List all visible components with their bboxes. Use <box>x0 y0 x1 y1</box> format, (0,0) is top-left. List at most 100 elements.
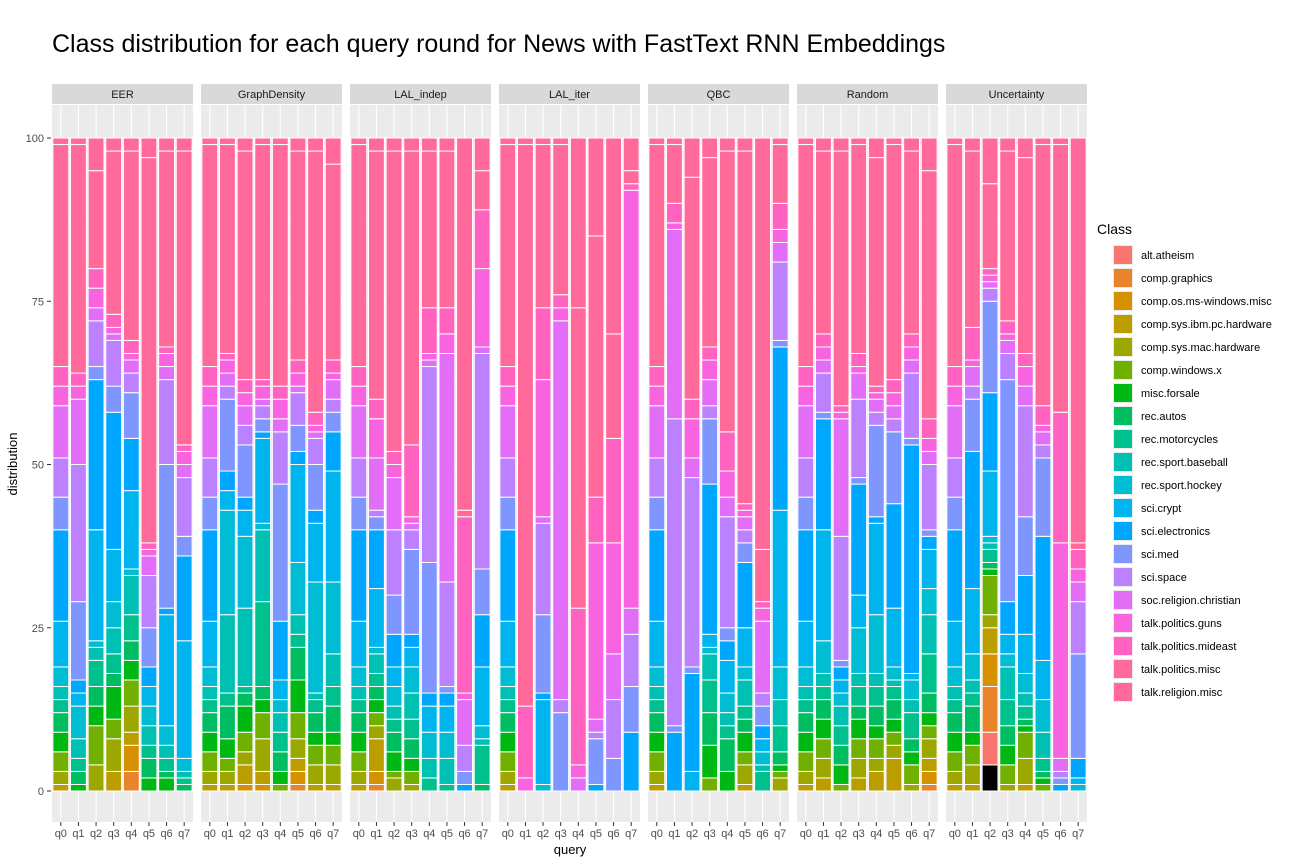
bar-segment <box>605 699 622 759</box>
bar-segment <box>946 144 964 368</box>
bar-stack <box>219 137 236 792</box>
x-tick-label: q7 <box>327 828 339 840</box>
bar-segment <box>420 777 438 792</box>
x-tick-label: q6 <box>607 828 619 840</box>
legend-swatch <box>1114 430 1132 448</box>
legend-item: alt.atheism <box>1113 245 1194 265</box>
bar-segment <box>718 470 736 498</box>
bar-segment <box>350 137 368 146</box>
bar-segment <box>271 483 289 622</box>
legend-item: sci.electronics <box>1113 521 1211 541</box>
bar-segment <box>815 777 832 792</box>
bar-segment <box>70 601 87 681</box>
bar-segment <box>140 542 158 550</box>
bar-segment <box>850 366 868 374</box>
bar-stack <box>350 137 368 792</box>
bar-segment <box>271 770 289 785</box>
bar-segment <box>736 503 754 511</box>
bar-segment <box>368 725 385 740</box>
bar-segment <box>254 529 272 603</box>
bar-segment <box>964 744 981 766</box>
legend-item: rec.motorcycles <box>1113 429 1219 449</box>
facet-strip <box>52 84 193 104</box>
bar-segment <box>754 751 771 766</box>
bar-segment <box>981 274 999 283</box>
facet-strip <box>946 84 1087 104</box>
x-axis-label: query <box>554 842 587 857</box>
bar-segment <box>236 692 254 707</box>
bar-segment <box>999 633 1017 655</box>
bar-segment <box>105 672 123 688</box>
bar-segment <box>903 712 920 740</box>
legend-label: comp.os.ms-windows.misc <box>1141 296 1272 308</box>
bar-segment <box>254 437 272 524</box>
bar-segment <box>771 241 789 263</box>
bar-segment <box>175 477 193 537</box>
bar-segment <box>236 444 254 498</box>
x-tick-label: q5 <box>739 828 751 840</box>
bar-segment <box>403 692 421 720</box>
bar-segment <box>52 686 70 701</box>
x-tick-label: q5 <box>590 828 602 840</box>
bar-segment <box>456 699 473 746</box>
facet-panel: EER q0 q1 q2 q3 q4 q5 q6 q7 <box>52 84 193 840</box>
bar-segment <box>219 705 236 740</box>
facet-label: Uncertainty <box>989 89 1045 101</box>
x-tick-label: q4 <box>125 828 137 840</box>
bar-segment <box>254 522 272 531</box>
legend-swatch <box>1114 361 1132 379</box>
bar-segment <box>201 699 219 714</box>
bar-segment <box>920 692 938 714</box>
bar-segment <box>885 379 903 394</box>
bar-segment <box>289 450 307 466</box>
bar-segment <box>105 718 123 740</box>
bar-segment <box>718 738 736 772</box>
bar-segment <box>350 529 368 622</box>
bar-segment <box>981 731 999 766</box>
bar-segment <box>201 686 219 701</box>
bar-segment <box>946 366 964 387</box>
bar-segment <box>271 783 289 792</box>
bar-segment <box>850 398 868 479</box>
bar-segment <box>236 731 254 753</box>
bar-segment <box>87 725 105 766</box>
legend-swatch <box>1114 522 1132 540</box>
bar-segment <box>87 686 105 707</box>
bar-segment <box>534 516 552 524</box>
legend-swatch <box>1114 614 1132 632</box>
bar-segment <box>499 405 517 459</box>
bar-segment <box>850 144 868 354</box>
bar-segment <box>201 712 219 733</box>
x-tick-label: q5 <box>143 828 155 840</box>
bar-segment <box>70 398 87 466</box>
bar-segment <box>648 712 666 733</box>
bar-segment <box>648 731 666 753</box>
bar-segment <box>754 548 771 603</box>
legend-item: talk.religion.misc <box>1113 682 1223 702</box>
legend-swatch <box>1114 338 1132 356</box>
bar-segment <box>771 751 789 766</box>
bar-segment <box>254 699 272 714</box>
legend-label: alt.atheism <box>1141 250 1194 262</box>
bar-segment <box>368 398 385 420</box>
bar-stack <box>368 137 385 792</box>
x-tick-label: q1 <box>817 828 829 840</box>
bar-segment <box>771 509 789 668</box>
bar-segment <box>201 144 219 368</box>
bar-segment <box>569 764 587 779</box>
bar-segment <box>903 437 920 446</box>
bar-segment <box>122 640 140 661</box>
bar-segment <box>158 150 175 348</box>
bar-segment <box>815 738 832 759</box>
bar-segment <box>1034 777 1052 785</box>
bar-segment <box>403 666 421 694</box>
bar-segment <box>903 783 920 792</box>
bar-segment <box>981 535 999 544</box>
bar-segment <box>718 150 736 433</box>
bar-segment <box>832 659 850 668</box>
bar-segment <box>815 150 832 335</box>
bar-segment <box>456 137 473 511</box>
bar-segment <box>385 633 403 668</box>
bar-segment <box>648 751 666 772</box>
